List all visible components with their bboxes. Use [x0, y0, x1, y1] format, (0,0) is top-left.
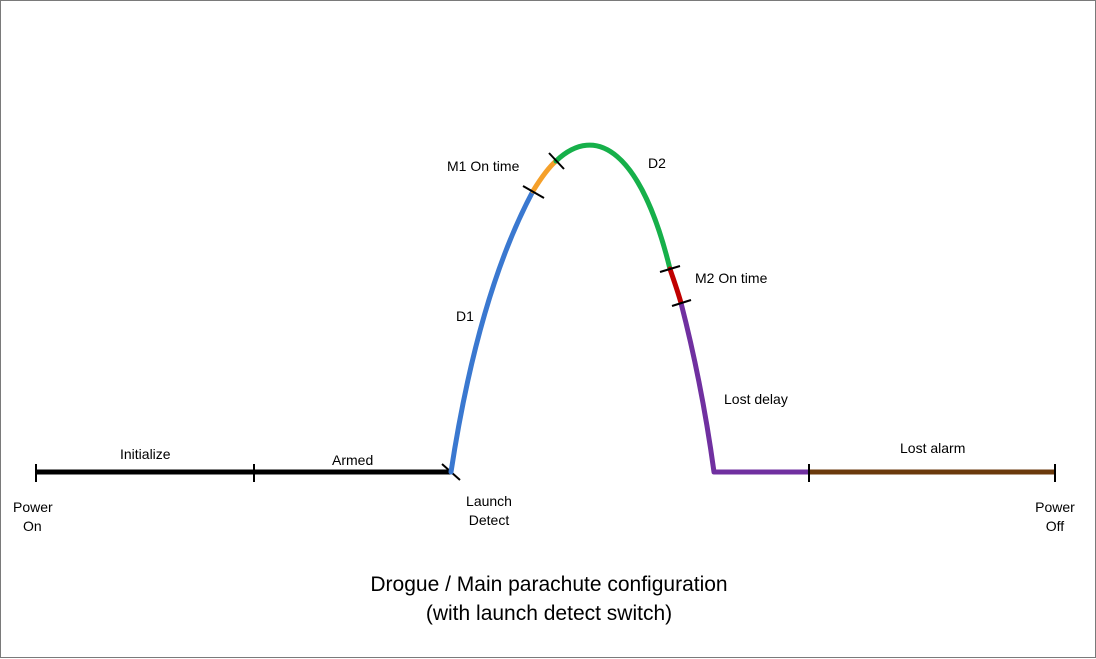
m2-end-tick: [671, 299, 692, 307]
power-on-label: Power On: [13, 498, 53, 536]
m2-on-time-label: M2 On time: [695, 270, 768, 286]
diagram-title: Drogue / Main parachute configuration: [370, 573, 728, 596]
launch-detect-line1: Launch: [466, 493, 512, 509]
armed-label: Armed: [332, 452, 374, 468]
power-on-line2: On: [23, 518, 42, 534]
d2-segment: [553, 142, 673, 272]
m1-on-time-label: M1 On time: [447, 158, 520, 174]
power-off-label: Power Off: [1025, 498, 1085, 536]
d1-ascent-segment: [448, 188, 536, 475]
lost-alarm-label: Lost alarm: [900, 440, 966, 456]
launch-detect-label: Launch Detect: [453, 492, 525, 530]
diagram-subtitle: (with launch detect switch): [425, 602, 673, 625]
m2-start-tick: [659, 265, 681, 273]
lost-delay-label: Lost delay: [724, 391, 788, 407]
m1-on-time-segment: [530, 158, 559, 194]
m2-on-time-segment: [667, 266, 684, 306]
m1-start-tick: [522, 185, 545, 199]
lost-delay-segment: [678, 302, 809, 475]
d2-label: D2: [648, 155, 666, 171]
initialize-label: Initialize: [120, 446, 171, 462]
launch-detect-line2: Detect: [468, 512, 510, 528]
power-on-line1: Power: [13, 499, 53, 515]
d1-label: D1: [456, 308, 474, 324]
power-off-line1: Power: [1035, 499, 1075, 515]
m1-end-tick: [548, 152, 565, 170]
power-off-line2: Off: [1045, 518, 1065, 534]
